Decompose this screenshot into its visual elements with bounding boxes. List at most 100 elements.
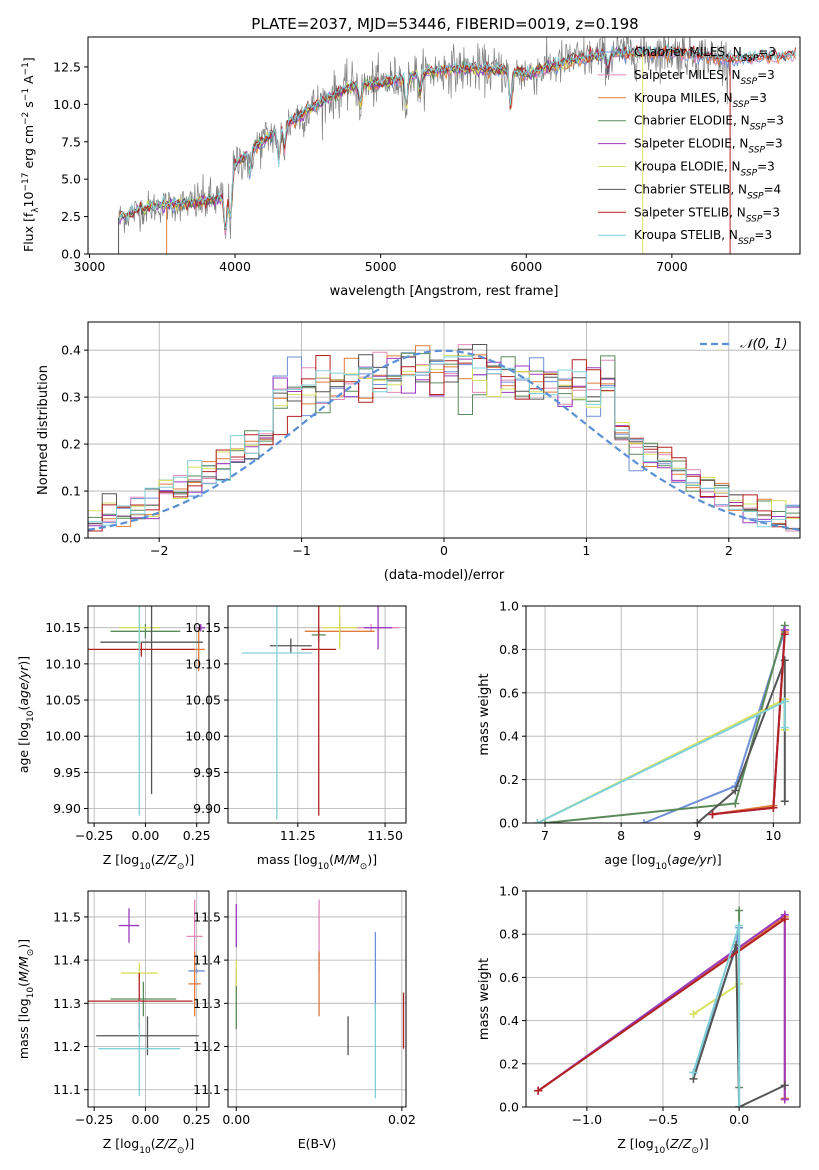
tick-label-y: 11.3 — [193, 996, 221, 1011]
label-part: =3 — [765, 137, 783, 151]
point-kroupa-stelib — [241, 606, 312, 820]
tick-label-x: −2 — [150, 543, 168, 558]
tick-label-y: 11.1 — [193, 1082, 221, 1097]
tick-label-y: 9.95 — [193, 765, 221, 780]
legend-label-salpeter-miles: Salpeter MILES, NSSP=3 — [634, 68, 775, 87]
point-chabrier-elodie — [110, 624, 181, 639]
label-part: ( — [16, 706, 31, 711]
series-marker — [735, 906, 744, 915]
series-chabrier-elodie — [541, 621, 789, 823]
label-part: s — [21, 101, 36, 112]
series-marker — [780, 1081, 789, 1090]
legend-label-chabrier-stelib: Chabrier STELIB, NSSP=4 — [634, 182, 781, 201]
label-part: Chabrier ELODIE, N — [634, 114, 750, 128]
tick-label-x: 0.25 — [183, 828, 211, 843]
tick-label-x: 4000 — [219, 259, 251, 274]
label-part: −2 — [21, 112, 31, 125]
label-part: Salpeter MILES, N — [634, 68, 741, 82]
tick-label-x: 0.25 — [183, 1112, 211, 1127]
tick-label-x: 0.00 — [132, 828, 160, 843]
tick-label-y: 0.2 — [499, 1056, 519, 1071]
y-axis-label: mass weight — [477, 958, 492, 1040]
series-line — [696, 659, 786, 823]
series-marker — [735, 1103, 744, 1107]
y-axis-label: age [log10(age/yr)] — [16, 656, 36, 773]
label-part: Kroupa ELODIE, N — [634, 160, 741, 174]
label-part: Z [log — [103, 1136, 139, 1151]
label-part: )] — [16, 656, 31, 666]
label-part: =3 — [749, 91, 767, 105]
frame-mass_vs_EBV: 0.00 0.02 11.1 11.2 11.3 11.4 11.5 — [193, 890, 416, 1127]
x-axis-label: E(B-V) — [298, 1136, 337, 1151]
series-salpeter-elodie — [534, 910, 789, 1104]
tick-label-y: 0.0 — [61, 531, 81, 546]
label-part: A — [21, 75, 36, 88]
plot-layer: 3000 4000 5000 6000 70000.02.55.07.510.012.5… — [16, 36, 801, 1156]
point-chabrier-stelib — [100, 606, 203, 795]
tick-label-y: 10.15 — [185, 620, 221, 635]
series-line — [692, 944, 786, 1107]
y-axis-label: Normed distribution — [36, 365, 51, 495]
label-part: ⊙ — [691, 1146, 699, 1156]
series-marker — [780, 723, 789, 732]
series-marker — [780, 797, 789, 806]
x-axis-label: Z [log10(Z/Z⊙)] — [617, 1136, 708, 1156]
axes-frame — [87, 36, 801, 255]
series-marker — [689, 1010, 698, 1019]
label-part: Salpeter ELODIE, N — [634, 137, 748, 151]
tick-label-y: 10.15 — [45, 620, 81, 635]
label-part: mass [log — [257, 852, 318, 867]
y-axis-label: mass weight — [477, 673, 492, 755]
series-marker — [731, 799, 740, 808]
tick-label-x: −0.25 — [75, 828, 113, 843]
tick-label-x: 10 — [765, 828, 781, 843]
tick-label-x: 0 — [440, 543, 448, 558]
series-marker — [780, 697, 789, 706]
label-part: −1 — [21, 62, 31, 75]
label-part: )] — [712, 852, 722, 867]
errorbars — [235, 899, 405, 1099]
x-axis-label: Z [log10(Z/Z⊙)] — [103, 852, 194, 872]
label-part: ] — [21, 57, 36, 62]
label-part: λ — [31, 207, 41, 213]
label-part: )] — [184, 852, 194, 867]
label-part: 10 — [21, 191, 36, 207]
tick-label-y: 10.00 — [185, 729, 221, 744]
label-part: Z [log — [103, 852, 139, 867]
x-axis-label: wavelength [Angstrom, rest frame] — [330, 284, 559, 299]
label-part: 10 — [26, 987, 36, 999]
label-part: Chabrier MILES, N — [634, 45, 742, 59]
tick-label-y: 11.1 — [53, 1082, 81, 1097]
tick-label-y: 11.4 — [53, 953, 81, 968]
label-part: 10 — [318, 862, 330, 872]
model-salpeter-elodie — [118, 46, 644, 229]
label-part: Z/Z — [155, 1136, 178, 1151]
x-axis-label: age [log10(age/yr)] — [604, 852, 721, 872]
label-part: −17 — [21, 173, 31, 192]
tick-label-y: 2.5 — [61, 209, 81, 224]
label-part: erg cm — [21, 125, 36, 173]
tick-label-y: 12.5 — [53, 59, 81, 74]
series-line — [537, 918, 786, 1092]
errorbars — [88, 606, 205, 816]
tick-label-x: 11.25 — [280, 828, 316, 843]
point-salpeter-elodie — [196, 624, 205, 632]
label-part: ⊙ — [177, 862, 185, 872]
label-part: =3 — [758, 45, 776, 59]
label-part: M/M — [16, 956, 31, 982]
histogram-kroupa-stelib — [88, 355, 800, 538]
y-axis-label: Flux [fλ10−17 erg cm−2 s−1 A−1] — [21, 57, 41, 252]
label-part: mass [log — [16, 998, 31, 1059]
label-part: ⊙ — [26, 949, 36, 957]
label-part: Z/Z — [669, 1136, 692, 1151]
series-chabrier-miles — [639, 625, 789, 823]
label-part: Kroupa STELIB, N — [634, 228, 738, 242]
point-chabrier-elodie — [110, 981, 177, 1017]
label-part: age/yr — [672, 852, 713, 867]
tick-label-y: 11.3 — [53, 996, 81, 1011]
axes-age_vs_mass — [228, 606, 406, 823]
tick-label-y: 5.0 — [61, 172, 81, 187]
label-part: 10 — [139, 1146, 151, 1156]
frame-age_vs_mass: 11.25 11.50 9.90 9.95 10.00 10.05 10.10 10.15 — [185, 605, 407, 843]
